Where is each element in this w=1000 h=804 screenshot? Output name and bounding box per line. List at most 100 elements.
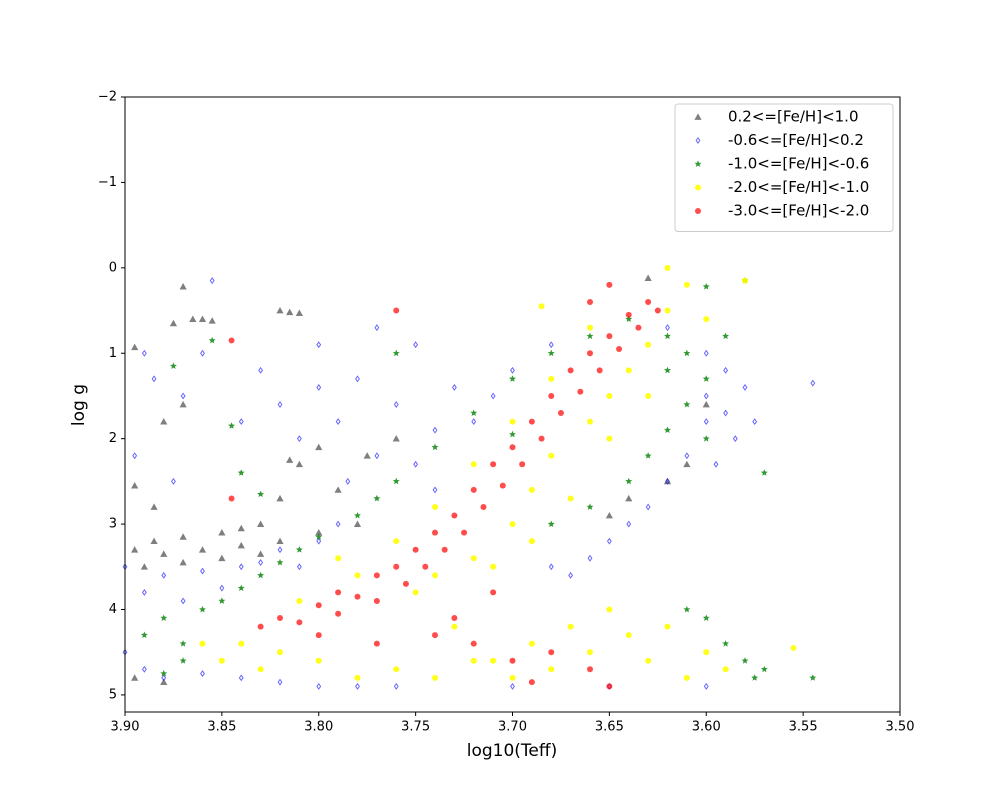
legend-label: 0.2<=[Fe/H]<1.0 [728,108,859,126]
data-point [528,538,535,545]
data-point [606,333,613,340]
data-point [374,452,380,460]
y-tick-label: 2 [109,431,117,446]
data-point [132,452,138,460]
data-point [432,674,438,681]
data-point [335,610,342,617]
data-point [548,392,555,399]
data-point [296,597,303,604]
data-point [606,537,612,545]
x-tick-label: 3.65 [595,720,624,735]
data-point [257,571,265,579]
data-point [150,503,158,510]
data-point [276,537,284,545]
x-tick-label: 3.80 [304,720,333,735]
data-point [528,486,535,493]
data-point [315,602,322,609]
data-point [625,315,633,322]
data-point [432,632,438,639]
data-point [732,435,738,443]
data-point [315,657,322,664]
data-point [238,563,244,571]
data-point [663,477,672,485]
data-point [451,512,458,519]
data-point [131,674,139,681]
data-point [296,563,302,571]
data-point [277,401,283,408]
data-point [664,332,671,340]
data-point [335,589,342,596]
data-point [432,426,438,434]
data-point [179,657,187,664]
data-point [276,306,284,314]
data-point [228,422,235,429]
data-point [605,511,613,519]
data-point [258,366,264,374]
data-point [316,537,322,545]
data-point [606,392,613,399]
data-point [373,597,380,604]
data-point [160,669,168,677]
data-point [557,410,564,417]
y-tick-label: 5 [109,687,117,702]
data-point [315,632,322,639]
data-point [257,623,264,630]
data-point [413,460,419,468]
data-point [703,392,709,400]
data-point [664,366,671,374]
data-point [596,367,603,374]
data-point [702,435,710,442]
data-point [606,435,613,442]
data-point [548,563,554,571]
data-point [277,546,283,554]
data-point [431,443,439,451]
y-tick-label: −2 [98,90,117,105]
data-point [295,309,303,316]
data-point [209,277,215,285]
data-point [200,567,205,575]
data-point [683,460,691,468]
data-point [470,409,478,416]
x-tick-label: 3.85 [207,720,236,735]
data-point [644,274,652,281]
legend-label: -0.6<=[Fe/H]<0.2 [728,131,864,149]
data-point [509,657,516,664]
data-point [179,533,187,540]
legend-label: -1.0<=[Fe/H]<-0.6 [728,155,869,173]
data-point [722,666,729,673]
data-point [703,316,710,323]
y-tick-label: 3 [109,517,117,532]
data-point [141,665,147,673]
data-point [150,537,158,545]
data-point [606,281,613,288]
data-point [470,657,477,664]
y-tick-label: 0 [109,260,117,275]
data-point [538,435,545,442]
data-point [547,520,555,527]
data-point [547,349,555,357]
data-point [760,469,768,476]
data-point [702,283,710,290]
x-tick-label: 3.90 [111,720,140,735]
data-point [353,520,362,527]
data-point [354,511,361,519]
data-point [683,605,691,613]
data-point [441,546,448,553]
data-point [296,435,302,443]
data-point [470,640,477,647]
data-point [237,524,245,532]
data-point [587,649,593,656]
data-point [703,649,710,656]
data-point [751,674,759,681]
data-point [645,341,652,348]
data-point [238,640,245,647]
data-point [345,477,351,485]
legend: 0.2<=[Fe/H]<1.0 -0.6<=[Fe/H]<0.2 -1.0<=[Fe… [674,103,894,232]
data-point [760,665,768,673]
data-point [645,503,651,511]
data-point [568,571,574,579]
data-point [432,504,438,510]
data-point [509,674,516,681]
data-point [373,494,381,502]
data-point [412,589,419,596]
